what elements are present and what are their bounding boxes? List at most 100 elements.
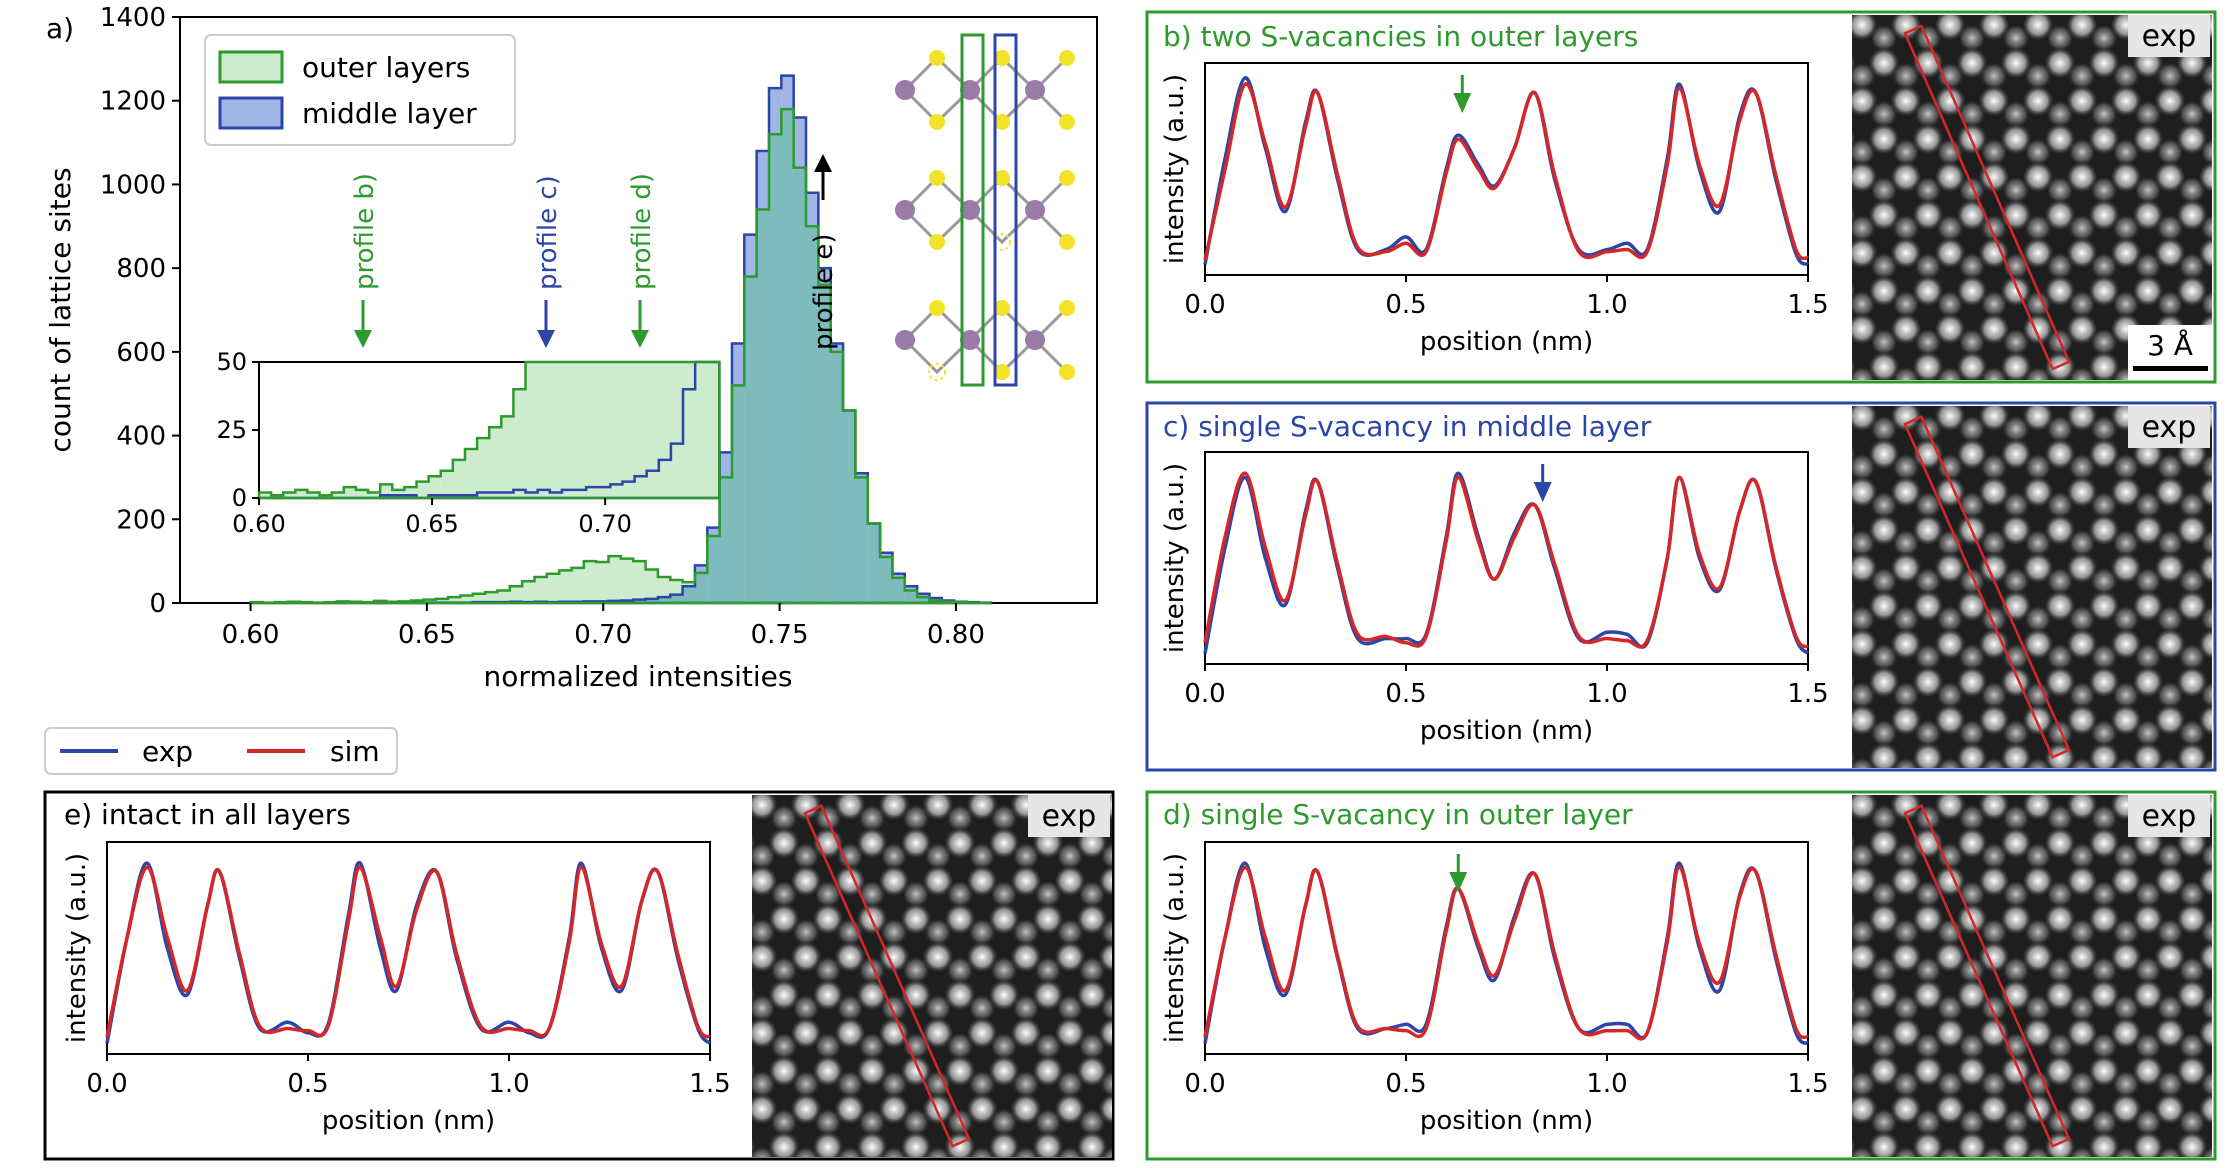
mo-column	[2197, 475, 2212, 509]
inset-outer-layers-bar	[477, 438, 490, 498]
mo-column	[1823, 0, 1857, 4]
panel-a-legend: outer layers middle layer	[204, 34, 516, 146]
panel-a-histogram: a) 0.60 0.65 0.70 0.75 0.80 0 200 400 600 800 1000…	[44, 3, 1098, 693]
mo-column	[2219, 350, 2228, 384]
mo-column	[2219, 589, 2228, 623]
mo-column	[723, 750, 757, 784]
inset-outer-layers-bar	[319, 495, 332, 498]
profile-line-rectangle	[803, 804, 971, 1148]
panel-b-sim-line	[1203, 82, 1810, 261]
s-column	[2221, 794, 2228, 824]
mo-column	[1955, 1130, 1989, 1157]
mo-column	[1867, 350, 1901, 380]
panel-b-image-label-text: exp	[2142, 19, 2197, 54]
mo-column	[1852, 50, 1857, 76]
mo-column	[1053, 712, 1087, 746]
overlap-bar	[633, 599, 646, 603]
mo-column	[2219, 122, 2228, 156]
inset-outer-layers-bar	[428, 476, 441, 498]
overlap-bar	[670, 594, 683, 603]
overlap-bar	[904, 590, 918, 603]
mo-column	[1955, 0, 1989, 4]
panel-e-x-tick-label: 0.5	[287, 1069, 328, 1099]
panel-c-image-label: exp	[2128, 406, 2210, 448]
inset-outer-layers-bar	[331, 492, 344, 498]
panel-a-inset: 0.60 0.65 0.70 0 25 50	[216, 348, 721, 538]
mo-column	[2131, 1130, 2165, 1157]
s-column	[989, 727, 1019, 757]
s-column	[2199, 604, 2212, 634]
molybdenum-atom	[895, 80, 915, 100]
panel-c-x-tick-label: 1.5	[1787, 679, 1828, 709]
inset-outer-layers-bar	[501, 416, 514, 498]
panel-c-image-label-bg	[2128, 406, 2210, 448]
overlap-bar	[855, 477, 868, 603]
mo-column	[2219, 361, 2228, 395]
s-column	[2199, 528, 2212, 558]
s-column	[2221, 175, 2228, 205]
annotation-profile-d-arrowhead	[631, 330, 649, 348]
mo-column	[2131, 741, 2165, 768]
mo-column	[2219, 826, 2228, 860]
inset-outer-outline	[257, 360, 721, 500]
mo-column	[2197, 940, 2212, 974]
inset-outer-layers-bar	[537, 362, 550, 498]
mo-column	[877, 712, 911, 746]
mo-column	[855, 750, 889, 784]
panel-e-image-label-bg	[1028, 795, 1110, 837]
y-tick-label: 400	[116, 422, 166, 452]
molybdenum-atom	[960, 80, 980, 100]
inset-outer-layers-bar	[707, 362, 720, 498]
panel-d-xlabel: position (nm)	[1420, 1106, 1593, 1136]
sulfur-atom	[994, 170, 1010, 186]
inset-outer-layers-bar	[307, 492, 320, 498]
sulfur-atom	[929, 50, 945, 66]
mo-column	[2219, 750, 2228, 784]
outer-layers-bar	[423, 599, 436, 603]
s-column	[2199, 680, 2212, 710]
mo-column	[1097, 712, 1131, 746]
panel-e-title: e) intact in all layers	[64, 798, 351, 831]
outer-layers-bar	[448, 597, 461, 603]
molybdenum-atom	[1025, 200, 1045, 220]
s-column	[2221, 338, 2228, 368]
y-tick-label: 600	[116, 338, 166, 368]
s-column	[2199, 289, 2212, 319]
inset-outer-layers-bar	[283, 492, 296, 498]
inset-x-tick-label: 0.70	[578, 510, 631, 538]
mo-column	[1852, 982, 1857, 1008]
panel-d-x-tick-label: 0.5	[1385, 1069, 1426, 1099]
s-column	[2199, 917, 2212, 947]
molybdenum-atom	[895, 330, 915, 350]
outer-layers-bar	[559, 570, 572, 603]
mo-column	[2219, 46, 2228, 80]
legend-outer-swatch	[218, 50, 284, 84]
s-column	[2221, 1107, 2228, 1137]
overlap-bar	[756, 209, 769, 604]
mo-column	[1009, 712, 1043, 746]
panel-e-ylabel: intensity (a.u.)	[62, 853, 92, 1043]
mo-column	[2197, 1016, 2212, 1050]
mo-column	[2175, 741, 2209, 768]
inset-outer-layers-bar	[695, 362, 708, 498]
panel-b-stem-image	[1823, 0, 2228, 384]
panel-c-vacancy-arrowhead	[1533, 482, 1552, 502]
panel-e-stem-image	[723, 712, 1131, 1157]
inset-outer-layers-bar	[525, 362, 538, 498]
inset-outer-layers-bar	[683, 362, 696, 498]
s-column	[769, 727, 799, 757]
mo-column	[987, 1130, 1021, 1157]
s-column	[813, 727, 843, 757]
mo-column	[2087, 741, 2121, 768]
mo-column	[2175, 0, 2209, 4]
s-column	[2221, 803, 2228, 833]
panel-d-ylabel: intensity (a.u.)	[1160, 853, 1190, 1043]
sulfur-atom	[1059, 234, 1075, 250]
mo-column	[2219, 437, 2228, 471]
inset-outer-layers-bar	[440, 470, 453, 498]
inset-outer-layers-bar	[549, 362, 562, 498]
annotation-profile-e: profile e)	[809, 233, 839, 350]
s-column	[2221, 23, 2228, 53]
mo-column	[2219, 978, 2228, 1012]
outer-layers-bar	[645, 569, 658, 603]
